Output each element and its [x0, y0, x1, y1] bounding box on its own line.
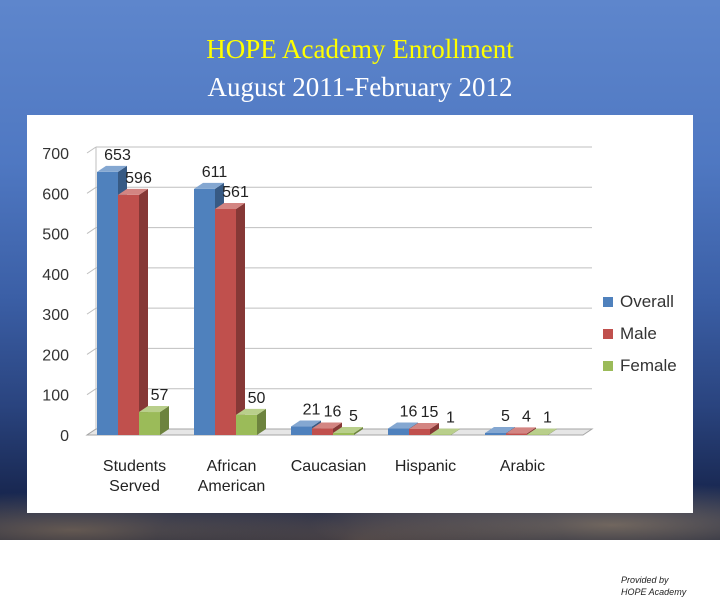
- legend-swatch-male: [603, 329, 613, 339]
- legend-swatch-overall: [603, 297, 613, 307]
- data-label: 16: [400, 404, 418, 421]
- gridline-depth: [87, 348, 96, 354]
- gridline-depth: [87, 228, 96, 234]
- data-label: 1: [446, 410, 455, 427]
- bar-side: [236, 203, 245, 435]
- bar-front: [506, 433, 527, 435]
- data-label: 5: [349, 408, 358, 425]
- gridline-depth: [87, 268, 96, 274]
- y-tick-label: 100: [42, 388, 69, 405]
- credit-line-2: HOPE Academy: [621, 586, 716, 598]
- bar-female-0: [139, 406, 169, 435]
- data-label: 561: [222, 184, 249, 201]
- slide-title: HOPE Academy Enrollment August 2011-Febr…: [0, 30, 720, 106]
- y-tick-label: 700: [42, 146, 69, 163]
- title-line-1: HOPE Academy Enrollment: [0, 30, 720, 68]
- bar-male-0: [118, 189, 148, 435]
- credit-note: Provided by HOPE Academy: [621, 574, 716, 598]
- data-label: 57: [151, 387, 169, 404]
- data-label: 16: [324, 404, 342, 421]
- data-label: 611: [202, 164, 228, 181]
- bar-front: [236, 415, 257, 435]
- gridline-depth: [87, 389, 96, 395]
- credit-line-1: Provided by: [621, 574, 716, 586]
- legend-label-overall: Overall: [620, 292, 674, 311]
- bar-front: [409, 429, 430, 435]
- data-label: 50: [248, 390, 266, 407]
- bar-male-1: [215, 203, 245, 435]
- bar-front: [139, 412, 160, 435]
- data-label: 1: [543, 410, 552, 427]
- bar-front: [291, 427, 312, 435]
- data-label: 4: [522, 408, 531, 425]
- y-tick-label: 300: [42, 307, 69, 324]
- bar-front: [485, 433, 506, 435]
- y-tick-label: 500: [42, 227, 69, 244]
- enrollment-bar-chart: 0 100 200 300 400 500 600 700 653 596 57 611 561 50 2…: [27, 115, 693, 513]
- gridline-depth: [87, 147, 96, 153]
- title-line-2: August 2011-February 2012: [0, 68, 720, 106]
- bar-front: [215, 209, 236, 435]
- bar-female-1: [236, 409, 266, 435]
- bar-front: [333, 433, 354, 435]
- legend-label-male: Male: [620, 324, 657, 343]
- y-tick-label: 400: [42, 267, 69, 284]
- y-tick-label: 200: [42, 347, 69, 364]
- gridline-depth: [87, 187, 96, 193]
- bar-front: [312, 429, 333, 435]
- y-tick-label: 600: [42, 186, 69, 203]
- bar-front: [388, 429, 409, 435]
- data-label: 21: [303, 402, 321, 419]
- bar-front: [97, 172, 118, 435]
- legend-label-female: Female: [620, 356, 677, 375]
- x-tick-label: Hispanic: [395, 458, 456, 475]
- data-label: 596: [125, 170, 152, 187]
- bar-side: [139, 189, 148, 435]
- legend: Overall Male Female: [603, 292, 677, 375]
- legend-swatch-female: [603, 361, 613, 371]
- bar-front: [194, 189, 215, 435]
- gridline-depth: [87, 308, 96, 314]
- x-tick-label: Arabic: [500, 458, 545, 475]
- y-tick-label: 0: [60, 428, 69, 445]
- data-label: 15: [421, 404, 439, 421]
- chart-panel: 0 100 200 300 400 500 600 700 653 596 57 611 561 50 2…: [27, 115, 693, 513]
- data-label: 653: [104, 147, 131, 164]
- x-tick-label: Caucasian: [291, 458, 367, 475]
- y-axis-tick-labels: 0 100 200 300 400 500 600 700: [42, 146, 69, 445]
- data-label: 5: [501, 408, 510, 425]
- bar-front: [118, 195, 139, 435]
